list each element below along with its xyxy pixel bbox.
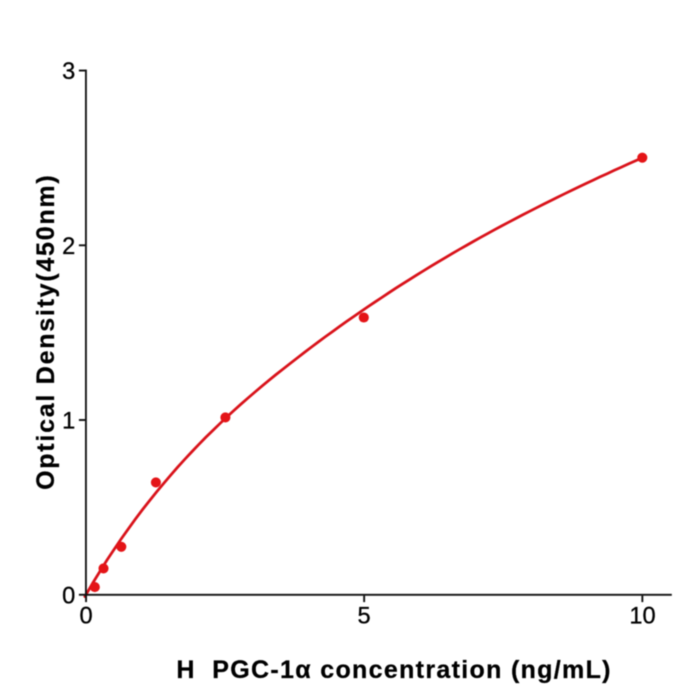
svg-text:2: 2 <box>62 234 75 260</box>
svg-text:0: 0 <box>79 604 92 630</box>
svg-text:10: 10 <box>629 604 655 630</box>
svg-text:5: 5 <box>358 604 371 630</box>
svg-text:0: 0 <box>62 583 75 609</box>
svg-text:1: 1 <box>62 409 75 435</box>
svg-text:3: 3 <box>62 59 75 85</box>
svg-text:H PGC-1α concentration (ng/mL: H PGC-1α concentration (ng/mL) <box>176 656 611 684</box>
svg-text:Optical Density(450nm): Optical Density(450nm) <box>32 174 60 490</box>
